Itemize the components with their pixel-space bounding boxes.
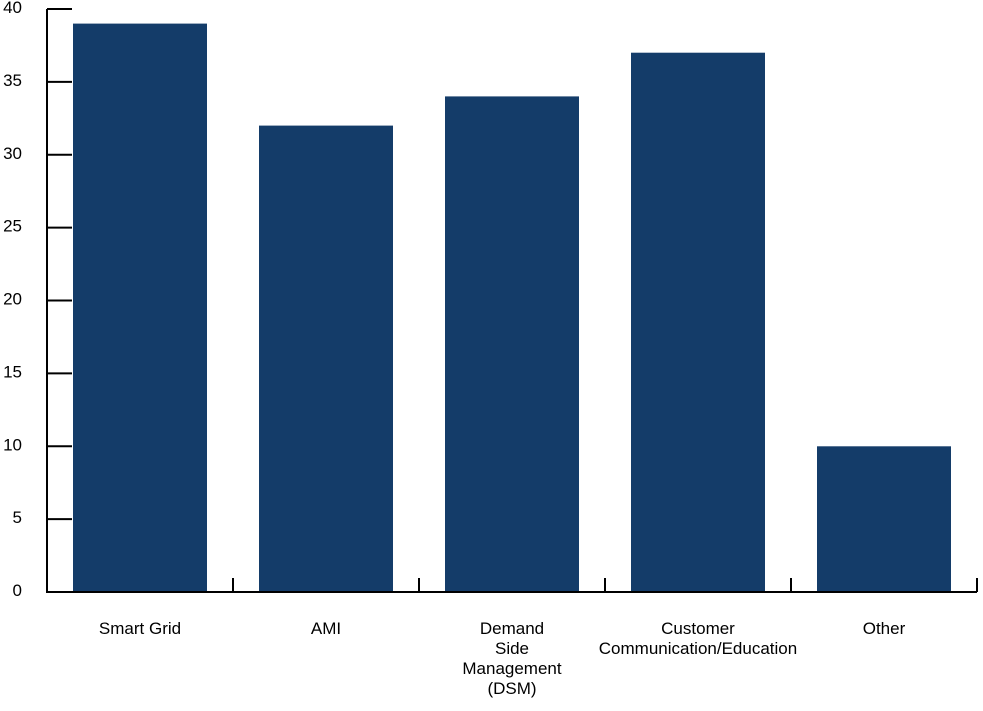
- bar-3: [631, 52, 765, 592]
- x-category-label-line: Customer: [661, 619, 735, 638]
- x-category-label-line: Communication/Education: [599, 639, 797, 658]
- x-category-label-4: Other: [863, 619, 906, 638]
- x-category-label-line: (DSM): [487, 679, 536, 698]
- y-tick-label-0: 0: [13, 581, 22, 600]
- y-tick-label-4: 20: [3, 290, 22, 309]
- x-category-label-0: Smart Grid: [99, 619, 181, 638]
- x-category-label-line: Demand: [480, 619, 544, 638]
- y-tick-label-2: 10: [3, 435, 22, 454]
- y-tick-label-5: 25: [3, 217, 22, 236]
- y-tick-label-6: 30: [3, 144, 22, 163]
- x-category-label-line: Side: [495, 639, 529, 658]
- y-tick-label-3: 15: [3, 362, 22, 381]
- x-category-label-2: Demand Side Management (DSM): [462, 619, 562, 698]
- bar-2: [445, 96, 579, 593]
- bar-1: [259, 125, 393, 592]
- x-category-label-line: Management: [462, 659, 562, 678]
- bar-0: [73, 23, 207, 593]
- bars-group: [73, 23, 951, 593]
- x-category-label-3: Customer Communication/Education: [599, 619, 797, 658]
- y-ticks-group: 0 5 10 15 20 25 30 35 40: [3, 0, 72, 600]
- x-labels-group: Smart Grid AMI Demand Side Management (DSM) Cu…: [99, 619, 906, 698]
- x-category-label-line: AMI: [311, 619, 341, 638]
- y-tick-label-7: 35: [3, 71, 22, 90]
- y-tick-label-8: 40: [3, 0, 22, 17]
- y-tick-label-1: 5: [13, 508, 22, 527]
- x-category-label-line: Other: [863, 619, 906, 638]
- x-category-label-1: AMI: [311, 619, 341, 638]
- bar-4: [817, 446, 951, 593]
- x-category-label-line: Smart Grid: [99, 619, 181, 638]
